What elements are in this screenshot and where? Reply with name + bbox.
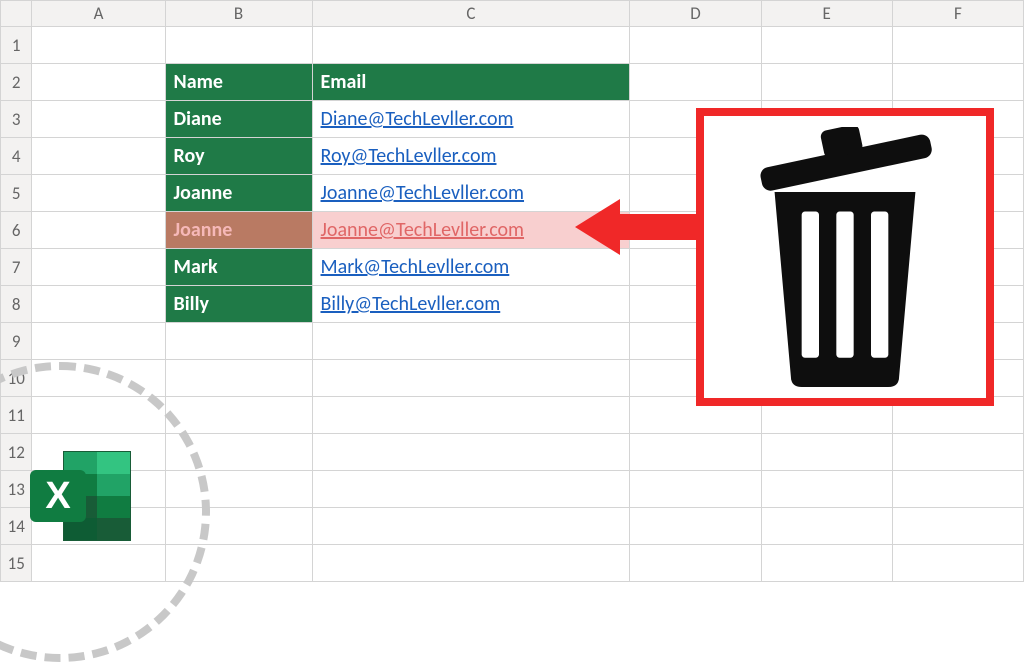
excel-logo-icon: X: [26, 446, 136, 546]
cell-C1[interactable]: [312, 27, 630, 64]
name-cell: Billy: [166, 286, 312, 322]
cell-C15[interactable]: [312, 545, 630, 582]
name-cell: Joanne: [166, 212, 312, 248]
email-link[interactable]: Roy@TechLevller.com: [321, 144, 497, 168]
cell-C2[interactable]: Email: [312, 64, 630, 101]
cell-A2[interactable]: [32, 64, 165, 101]
cell-B10[interactable]: [165, 360, 312, 397]
cell-A4[interactable]: [32, 138, 165, 175]
cell-F15[interactable]: [892, 545, 1023, 582]
row-header-2[interactable]: 2: [1, 64, 32, 101]
col-header-D[interactable]: D: [630, 1, 761, 27]
col-header-C[interactable]: C: [312, 1, 630, 27]
cell-C12[interactable]: [312, 434, 630, 471]
cell-B9[interactable]: [165, 323, 312, 360]
svg-text:X: X: [45, 475, 71, 517]
cell-C11[interactable]: [312, 397, 630, 434]
email-link[interactable]: Diane@TechLevller.com: [321, 107, 514, 131]
email-link[interactable]: Joanne@TechLevller.com: [321, 218, 525, 242]
table-header-email: Email: [313, 64, 630, 100]
cell-A8[interactable]: [32, 286, 165, 323]
trash-callout: [696, 108, 994, 406]
cell-B8[interactable]: Billy: [165, 286, 312, 323]
cell-C9[interactable]: [312, 323, 630, 360]
cell-D12[interactable]: [630, 434, 761, 471]
row-header-1[interactable]: 1: [1, 27, 32, 64]
cell-E12[interactable]: [761, 434, 892, 471]
cell-F2[interactable]: [892, 64, 1023, 101]
row-header-3[interactable]: 3: [1, 101, 32, 138]
select-all-corner[interactable]: [1, 1, 32, 27]
cell-D1[interactable]: [630, 27, 761, 64]
cell-D2[interactable]: [630, 64, 761, 101]
cell-A1[interactable]: [32, 27, 165, 64]
name-cell: Mark: [166, 249, 312, 285]
email-link[interactable]: Mark@TechLevller.com: [321, 255, 510, 279]
cell-A7[interactable]: [32, 249, 165, 286]
col-header-F[interactable]: F: [892, 1, 1023, 27]
name-cell: Joanne: [166, 175, 312, 211]
col-header-B[interactable]: B: [165, 1, 312, 27]
cell-E14[interactable]: [761, 508, 892, 545]
cell-E15[interactable]: [761, 545, 892, 582]
cell-E13[interactable]: [761, 471, 892, 508]
cell-B4[interactable]: Roy: [165, 138, 312, 175]
name-cell: Diane: [166, 101, 312, 137]
cell-A6[interactable]: [32, 212, 165, 249]
cell-B3[interactable]: Diane: [165, 101, 312, 138]
cell-C3[interactable]: Diane@TechLevller.com: [312, 101, 630, 138]
cell-A5[interactable]: [32, 175, 165, 212]
trash-icon: [735, 127, 955, 387]
cell-F12[interactable]: [892, 434, 1023, 471]
row-header-9[interactable]: 9: [1, 323, 32, 360]
arrow-icon: [575, 197, 715, 257]
cell-E1[interactable]: [761, 27, 892, 64]
cell-F14[interactable]: [892, 508, 1023, 545]
cell-B2[interactable]: Name: [165, 64, 312, 101]
cell-C4[interactable]: Roy@TechLevller.com: [312, 138, 630, 175]
cell-B1[interactable]: [165, 27, 312, 64]
cell-C14[interactable]: [312, 508, 630, 545]
cell-C13[interactable]: [312, 471, 630, 508]
table-header-name: Name: [166, 64, 312, 100]
cell-D15[interactable]: [630, 545, 761, 582]
col-header-A[interactable]: A: [32, 1, 165, 27]
row-header-8[interactable]: 8: [1, 286, 32, 323]
name-cell: Roy: [166, 138, 312, 174]
row-header-5[interactable]: 5: [1, 175, 32, 212]
cell-A3[interactable]: [32, 101, 165, 138]
row-header-4[interactable]: 4: [1, 138, 32, 175]
cell-D14[interactable]: [630, 508, 761, 545]
col-header-E[interactable]: E: [761, 1, 892, 27]
cell-B7[interactable]: Mark: [165, 249, 312, 286]
cell-C10[interactable]: [312, 360, 630, 397]
cell-B11[interactable]: [165, 397, 312, 434]
cell-B5[interactable]: Joanne: [165, 175, 312, 212]
email-link[interactable]: Billy@TechLevller.com: [321, 292, 501, 316]
row-header-6[interactable]: 6: [1, 212, 32, 249]
cell-E2[interactable]: [761, 64, 892, 101]
cell-F1[interactable]: [892, 27, 1023, 64]
cell-C8[interactable]: Billy@TechLevller.com: [312, 286, 630, 323]
email-link[interactable]: Joanne@TechLevller.com: [321, 181, 525, 205]
cell-A9[interactable]: [32, 323, 165, 360]
cell-D13[interactable]: [630, 471, 761, 508]
cell-F13[interactable]: [892, 471, 1023, 508]
cell-B6[interactable]: Joanne: [165, 212, 312, 249]
row-header-7[interactable]: 7: [1, 249, 32, 286]
